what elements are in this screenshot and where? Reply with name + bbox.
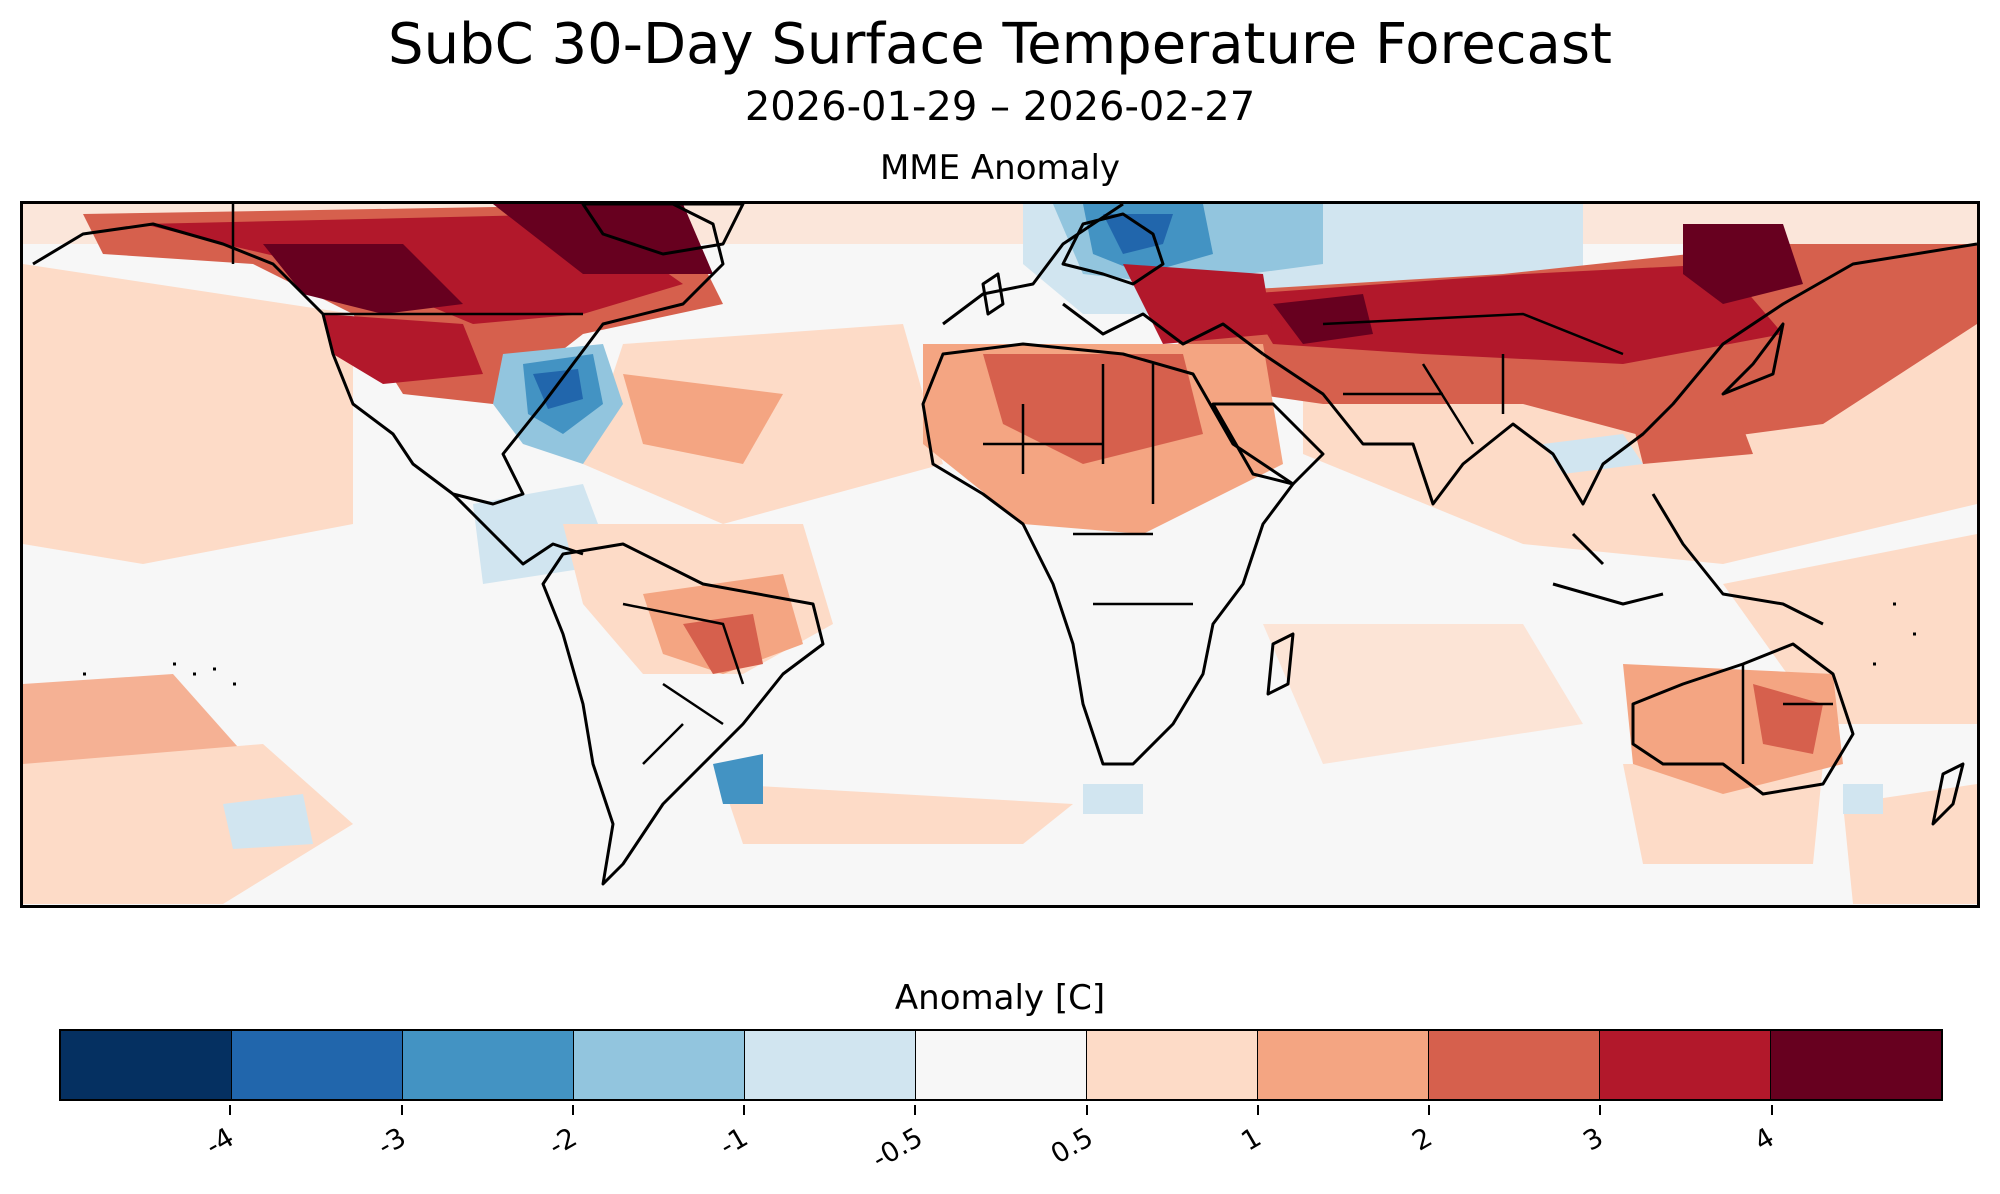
coastlines: [32, 204, 1977, 886]
anomaly-patch: [493, 204, 713, 274]
colorbar-tick: [914, 1105, 917, 1115]
anomaly-patch: [1843, 784, 1883, 814]
anomaly-patch: [1623, 374, 1753, 464]
anomaly-patch: [23, 744, 353, 904]
anomaly-patch: [323, 314, 483, 384]
anomaly-patch: [1083, 784, 1143, 814]
anomaly-patch: [223, 794, 313, 849]
border-australia: [1741, 664, 1833, 764]
colorbar-tick-label: -1: [714, 1122, 754, 1163]
anomaly-patch: [683, 614, 763, 674]
colorbar-bin: [1087, 1031, 1258, 1099]
border-africa: [983, 364, 1193, 606]
colorbar-tick-label: -2: [543, 1122, 583, 1163]
colorbar-tick-label: -0.5: [867, 1122, 929, 1176]
panel-title: MME Anomaly: [879, 148, 1121, 188]
country-borders: [231, 204, 1833, 765]
coastline-new-zealand: [1931, 762, 1965, 826]
border-south-america: [622, 602, 745, 765]
colorbar-bin: [61, 1031, 232, 1099]
colorbar-bin: [1600, 1031, 1771, 1099]
colorbar-tick: [1770, 1105, 1773, 1115]
coastline-asia: [1262, 242, 1977, 506]
map-canvas: [23, 204, 1977, 904]
anomaly-patch: [723, 784, 1073, 844]
coastline-australia: [1631, 642, 1855, 796]
date-range: 2026-01-29 – 2026-02-27: [744, 84, 1256, 130]
coastline-uk: [981, 272, 1005, 316]
anomaly-patch: [1543, 434, 1643, 474]
anomaly-map: [20, 201, 1980, 908]
colorbar-tick: [743, 1105, 746, 1115]
coastline-south-america: [541, 542, 825, 886]
border-asia: [1322, 312, 1624, 445]
colorbar-bin: [745, 1031, 916, 1099]
colorbar-tick: [229, 1105, 232, 1115]
colorbar-tick-label: 4: [1749, 1122, 1781, 1158]
coastline-indonesia: [1552, 493, 1824, 626]
colorbar-bin: [916, 1031, 1087, 1099]
colorbar-tick-label: 0.5: [1045, 1122, 1099, 1171]
anomaly-patch: [23, 264, 353, 564]
anomaly-patch: [1753, 684, 1823, 754]
colorbar-bin: [1771, 1031, 1941, 1099]
colorbar-tick-label: 2: [1407, 1122, 1438, 1158]
anomaly-patch: [1623, 764, 1823, 864]
colorbar-tick: [400, 1105, 403, 1115]
colorbar-tick-label: 1: [1235, 1122, 1267, 1158]
colorbar-tick: [571, 1105, 574, 1115]
coastline-japan: [1721, 322, 1785, 396]
colorbar-tick: [1085, 1105, 1088, 1115]
anomaly-patch: [1273, 294, 1373, 344]
colorbar-tick: [1599, 1105, 1602, 1115]
anomaly-patch: [1123, 264, 1273, 344]
coastline-central-america: [451, 492, 584, 566]
anomaly-patch: [713, 754, 763, 804]
coastline-scandinavia: [1061, 212, 1165, 286]
figure-title: SubC 30-Day Surface Temperature Forecast: [388, 12, 1612, 77]
anomaly-patch: [1263, 624, 1583, 764]
colorbar-tick: [1428, 1105, 1431, 1115]
anomaly-patch: [983, 354, 1203, 464]
colorbar-bin: [1258, 1031, 1429, 1099]
colorbar-bin: [403, 1031, 574, 1099]
colorbar-label: Anomaly [C]: [894, 978, 1106, 1018]
colorbar-bin: [1429, 1031, 1600, 1099]
anomaly-patch: [1723, 534, 1977, 724]
coastline-pacific-islands: [83, 602, 1916, 686]
anomaly-patch: [623, 374, 783, 464]
coastline-arabia: [1211, 402, 1325, 486]
colorbar: [59, 1029, 1943, 1101]
colorbar-tick-label: -3: [372, 1122, 412, 1163]
anomaly-patch: [263, 244, 463, 314]
colorbar-tick: [1256, 1105, 1259, 1115]
anomaly-patch: [1683, 224, 1803, 304]
coastline-madagascar: [1266, 632, 1295, 696]
colorbar-tick-label: 3: [1578, 1122, 1609, 1158]
coastline-greenland: [581, 204, 745, 256]
coastline-africa: [921, 342, 1295, 766]
colorbar-bin: [574, 1031, 745, 1099]
colorbar-tick-label: -4: [201, 1122, 240, 1163]
colorbar-bin: [232, 1031, 403, 1099]
